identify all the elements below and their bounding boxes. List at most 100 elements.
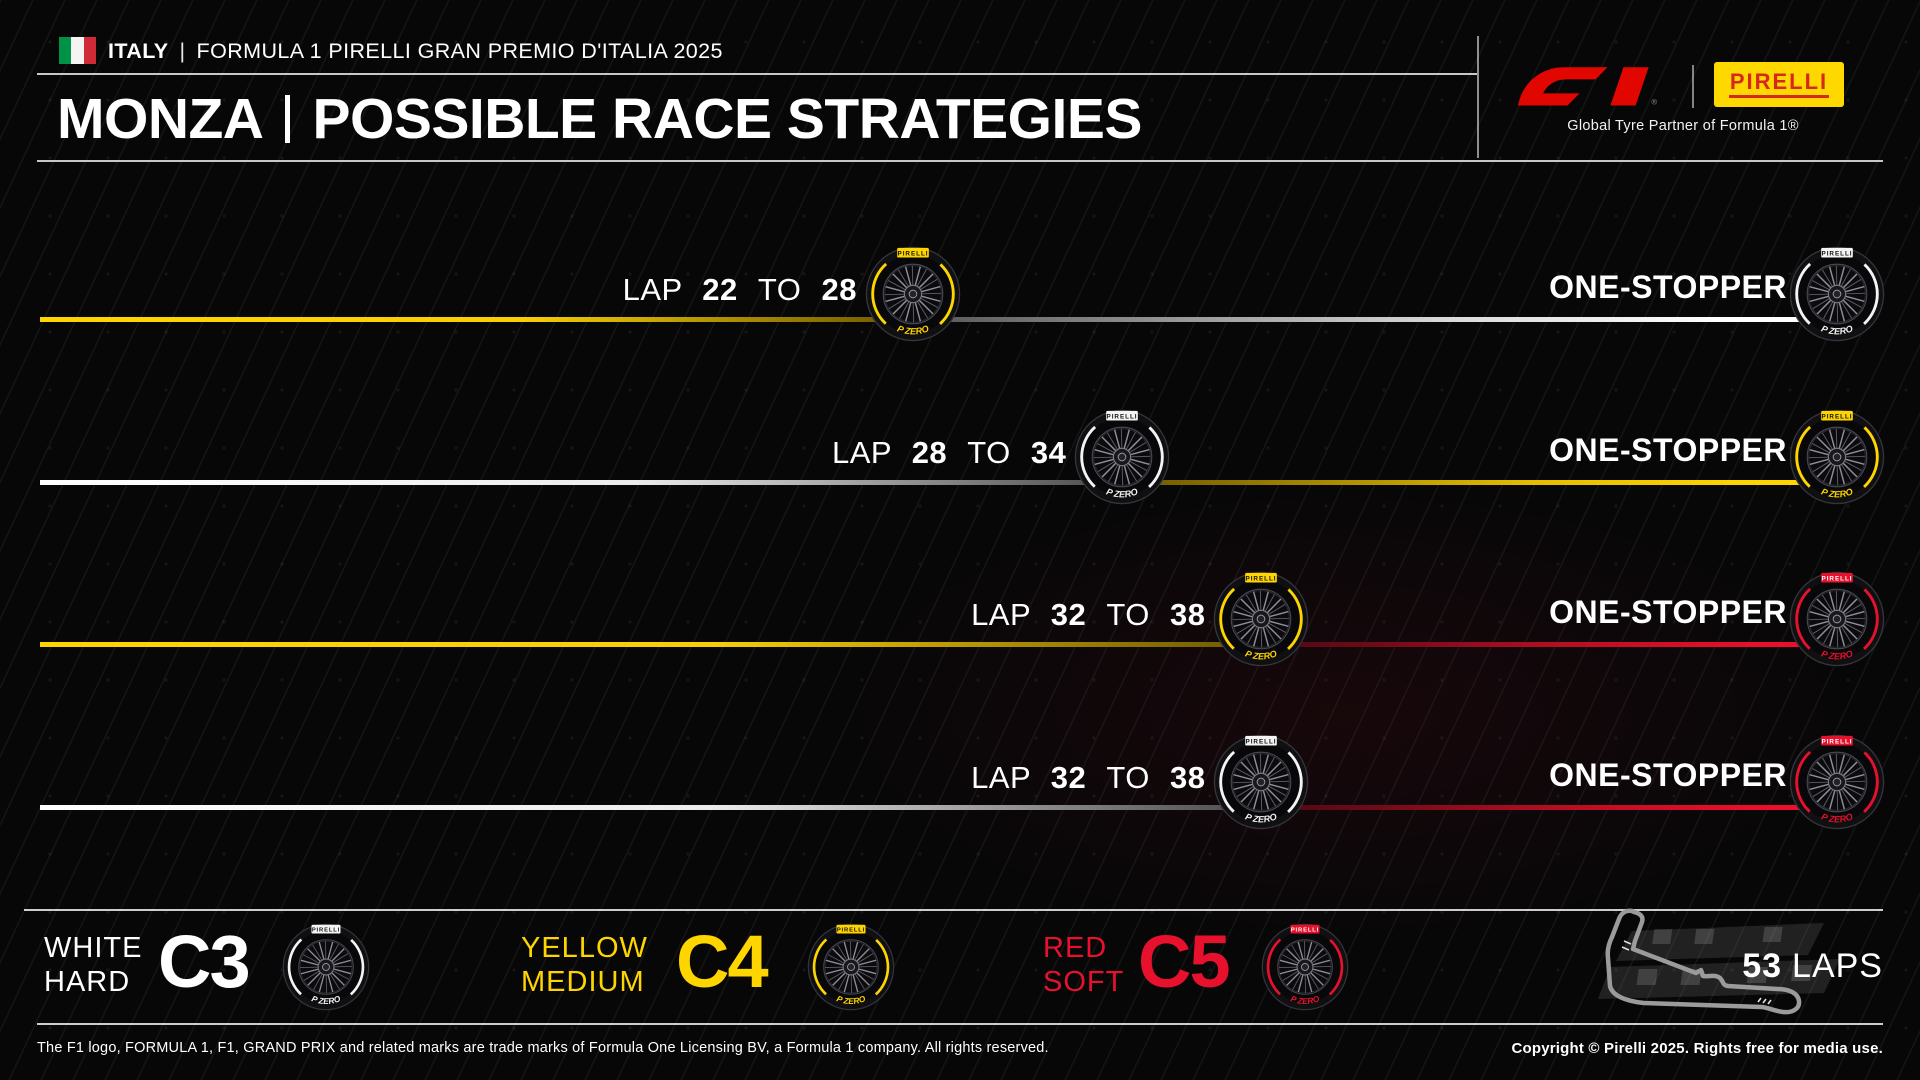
lap-to: 38 bbox=[1169, 597, 1206, 632]
pirelli-underline bbox=[1729, 94, 1829, 99]
track-outline bbox=[1605, 908, 1802, 1015]
laps-word: LAPS bbox=[1792, 947, 1883, 985]
stint1-line bbox=[40, 317, 913, 322]
svg-text:PIRELLI: PIRELLI bbox=[1246, 738, 1277, 745]
svg-text:PIRELLI: PIRELLI bbox=[897, 250, 928, 257]
svg-text:PIRELLI: PIRELLI bbox=[1291, 928, 1319, 934]
strategy-type-label: ONE-STOPPER bbox=[1549, 757, 1787, 793]
page-title: MONZA POSSIBLE RACE STRATEGIES bbox=[57, 86, 1142, 152]
partner-tagline: Global Tyre Partner of Formula 1® bbox=[1567, 118, 1799, 134]
compound-color-word: RED bbox=[1043, 932, 1108, 964]
event-title: FORMULA 1 PIRELLI GRAN PREMIO D'ITALIA 2… bbox=[196, 39, 723, 63]
circuit-name: MONZA bbox=[57, 87, 264, 151]
race-laps: 53 LAPS bbox=[1742, 947, 1883, 986]
legend-medium-code: C4 bbox=[676, 920, 769, 1003]
strategy-type-label: ONE-STOPPER bbox=[1549, 594, 1787, 630]
svg-text:PIRELLI: PIRELLI bbox=[837, 928, 865, 934]
flag-white-stripe bbox=[71, 37, 84, 64]
trademark-notice: The F1 logo, FORMULA 1, F1, GRAND PRIX a… bbox=[37, 1040, 1049, 1056]
monza-track-map-icon bbox=[1598, 908, 1840, 1015]
pit-stop-tyre-icon: PIRELLI P ZERO bbox=[865, 246, 961, 342]
stint1-line bbox=[40, 805, 1262, 810]
event-header: ITALY | FORMULA 1 PIRELLI GRAN PREMIO D'… bbox=[108, 38, 723, 64]
f1-logo: ® bbox=[1518, 67, 1657, 106]
chicane-marks bbox=[1621, 940, 1632, 951]
stint2-line bbox=[1261, 805, 1800, 810]
legend-bottom-divider bbox=[37, 1023, 1883, 1025]
country-name: ITALY bbox=[108, 39, 169, 63]
pirelli-logo: PIRELLI bbox=[1714, 62, 1844, 107]
svg-text:P ZERO: P ZERO bbox=[1105, 486, 1139, 499]
strategy-row-2: LAP 28 TO 34 ONE-STOPPER PIRELLI P ZERO … bbox=[40, 409, 1885, 505]
pit-window-label: LAP 28 TO 34 bbox=[832, 433, 1066, 473]
svg-text:P ZERO: P ZERO bbox=[310, 993, 342, 1006]
medium-tyre-icon: PIRELLI P ZERO bbox=[807, 923, 895, 1011]
stint1-line bbox=[40, 480, 1123, 485]
svg-text:PIRELLI: PIRELLI bbox=[312, 928, 340, 934]
lap-to: 34 bbox=[1030, 435, 1067, 470]
svg-text:PIRELLI: PIRELLI bbox=[1246, 575, 1277, 582]
compound-name-word: SOFT bbox=[1043, 966, 1125, 998]
svg-text:P ZERO: P ZERO bbox=[896, 323, 930, 336]
pit-stop-tyre-icon: PIRELLI P ZERO bbox=[1213, 571, 1309, 667]
lap-from: 28 bbox=[911, 435, 948, 470]
stint2-line bbox=[1122, 480, 1800, 485]
strategy-type-label: ONE-STOPPER bbox=[1549, 432, 1787, 468]
title-separator-bar bbox=[285, 95, 291, 143]
strategy-row-3: LAP 32 TO 38 ONE-STOPPER PIRELLI P ZERO … bbox=[40, 571, 1885, 667]
strategy-row-4: LAP 32 TO 38 ONE-STOPPER PIRELLI P ZERO … bbox=[40, 734, 1885, 830]
lap-from: 32 bbox=[1050, 597, 1087, 632]
compound-name-word: MEDIUM bbox=[521, 966, 645, 998]
lap-word: LAP bbox=[971, 597, 1031, 632]
legend-hard-words: WHITE HARD bbox=[44, 931, 142, 999]
f1-registered-mark: ® bbox=[1651, 98, 1657, 106]
strategy-row-1: LAP 22 TO 28 ONE-STOPPER PIRELLI P ZERO … bbox=[40, 246, 1885, 342]
svg-text:P ZERO: P ZERO bbox=[1820, 811, 1854, 824]
pit-window-label: LAP 22 TO 28 bbox=[623, 270, 857, 310]
strategy-type-label: ONE-STOPPER bbox=[1549, 269, 1787, 305]
lap-word: LAP bbox=[832, 435, 892, 470]
svg-text:P ZERO: P ZERO bbox=[1820, 323, 1854, 336]
stint1-line bbox=[40, 642, 1262, 647]
pit-stop-tyre-icon: PIRELLI P ZERO bbox=[1213, 734, 1309, 830]
lap-word: LAP bbox=[622, 272, 683, 307]
title-underline bbox=[37, 160, 1883, 162]
lap-from: 22 bbox=[702, 272, 738, 307]
svg-text:P ZERO: P ZERO bbox=[835, 993, 867, 1006]
lap-to: 38 bbox=[1169, 760, 1206, 795]
copyright-notice: Copyright © Pirelli 2025. Rights free fo… bbox=[1511, 1040, 1883, 1057]
lap-from: 32 bbox=[1050, 760, 1087, 795]
svg-text:PIRELLI: PIRELLI bbox=[1822, 738, 1853, 745]
pit-stop-tyre-icon: PIRELLI P ZERO bbox=[1074, 409, 1170, 505]
lap-word: LAP bbox=[971, 760, 1031, 795]
svg-text:P ZERO: P ZERO bbox=[1820, 486, 1854, 499]
final-stint-tyre-icon: PIRELLI P ZERO bbox=[1789, 246, 1885, 342]
svg-text:P ZERO: P ZERO bbox=[1244, 811, 1278, 824]
to-word: TO bbox=[1106, 597, 1150, 632]
legend-soft-code: C5 bbox=[1138, 920, 1231, 1003]
svg-text:PIRELLI: PIRELLI bbox=[1822, 575, 1853, 582]
to-word: TO bbox=[757, 272, 802, 307]
logo-divider bbox=[1692, 65, 1694, 108]
compound-color-word: YELLOW bbox=[521, 932, 648, 964]
legend-medium-words: YELLOW MEDIUM bbox=[521, 931, 648, 999]
hard-tyre-icon: PIRELLI P ZERO bbox=[282, 923, 370, 1011]
laps-count: 53 bbox=[1742, 947, 1783, 985]
title-label: POSSIBLE RACE STRATEGIES bbox=[312, 87, 1142, 151]
svg-text:P ZERO: P ZERO bbox=[1289, 993, 1321, 1006]
header-vertical-divider bbox=[1477, 36, 1479, 158]
header-divider-line bbox=[37, 73, 1477, 75]
lap-to: 28 bbox=[821, 272, 857, 307]
legend-hard-code: C3 bbox=[158, 920, 251, 1003]
svg-text:PIRELLI: PIRELLI bbox=[1822, 250, 1853, 257]
final-stint-tyre-icon: PIRELLI P ZERO bbox=[1789, 734, 1885, 830]
final-stint-tyre-icon: PIRELLI P ZERO bbox=[1789, 409, 1885, 505]
checkered-flag-squares bbox=[1636, 927, 1813, 985]
to-word: TO bbox=[967, 435, 1011, 470]
stint2-line bbox=[1261, 642, 1800, 647]
pit-window-label: LAP 32 TO 38 bbox=[971, 758, 1205, 798]
header-separator: | bbox=[179, 39, 186, 63]
flag-red-stripe bbox=[83, 37, 96, 64]
legend-top-divider bbox=[24, 909, 1883, 911]
